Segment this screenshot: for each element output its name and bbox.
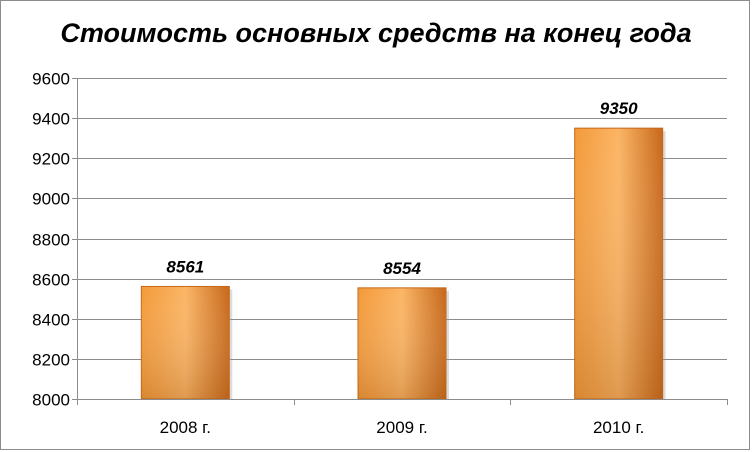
bar-shade <box>574 128 663 399</box>
y-axis-ticks: 8000 8200 8400 8600 8800 9000 9200 9400 9600 <box>32 70 77 410</box>
x-tick-label: 2009 г. <box>376 418 427 437</box>
y-tick-label: 9000 <box>32 190 70 209</box>
data-label: 9350 <box>600 99 638 118</box>
x-tick-label: 2010 г. <box>593 418 644 437</box>
bars <box>140 127 666 400</box>
y-tick-label: 8200 <box>32 351 70 370</box>
chart-title: Стоимость основных средств на конец года <box>60 18 692 48</box>
axes <box>77 78 728 405</box>
data-label: 8561 <box>166 257 204 276</box>
data-labels: 8561 8554 9350 <box>166 99 638 278</box>
bar-shade <box>358 287 446 399</box>
data-label: 8554 <box>383 259 421 278</box>
y-tick-label: 8600 <box>32 271 70 290</box>
y-tick-label: 9400 <box>32 110 70 129</box>
x-tick-label: 2008 г. <box>160 418 211 437</box>
bar-shade <box>141 286 230 399</box>
y-tick-label: 8400 <box>32 311 70 330</box>
y-tick-label: 8000 <box>32 391 70 410</box>
y-tick-label: 9600 <box>32 70 70 89</box>
x-axis-labels: 2008 г. 2009 г. 2010 г. <box>160 418 645 437</box>
y-tick-label: 8800 <box>32 231 70 250</box>
y-tick-label: 9200 <box>32 150 70 169</box>
